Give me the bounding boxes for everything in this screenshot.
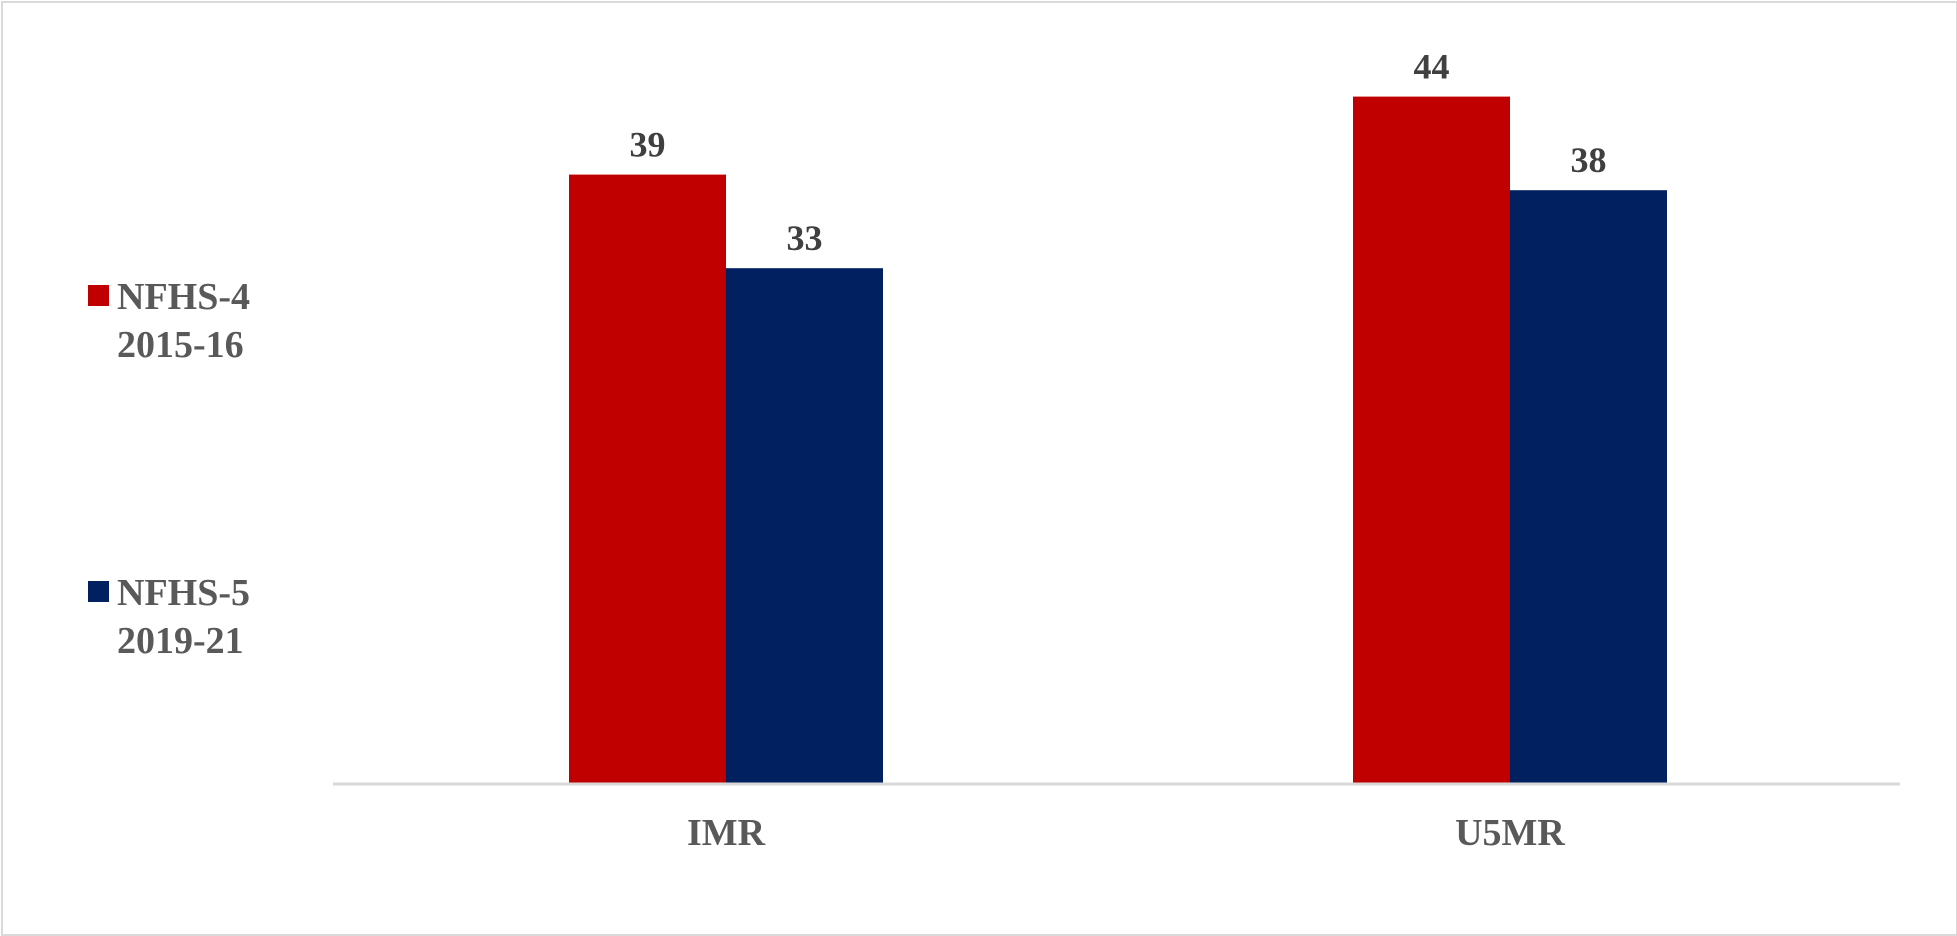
legend-label-series-1-line-2: 2015-16 [117,324,244,366]
data-label-imr-series-1: 39 [630,125,666,165]
data-label-u5mr-series-1: 44 [1414,47,1450,87]
legend: NFHS-4 2015-16 NFHS-5 2019-21 [88,276,250,662]
data-label-imr-series-2: 33 [787,218,823,258]
data-label-u5mr-series-2: 38 [1571,140,1607,180]
legend-label-series-2-line-1: NFHS-5 [117,572,250,614]
legend-label-series-2-line-2: 2019-21 [117,620,244,662]
category-label-u5mr: U5MR [1455,812,1565,854]
bar-u5mr-series-1 [1353,96,1510,784]
legend-swatch-series-1 [88,285,109,306]
bar-u5mr-series-2 [1510,190,1667,783]
legend-label-series-1-line-1: NFHS-4 [117,276,250,318]
legend-swatch-series-2 [88,581,109,602]
bar-imr-series-1 [569,174,726,784]
bar-imr-series-2 [726,268,883,783]
category-label-imr: IMR [687,812,766,854]
plot-area: 39 33 IMR 44 38 U5MR [333,47,1900,854]
bar-chart: 39 33 IMR 44 38 U5MR NFHS-4 2015-16 NFHS-5 2019-… [88,47,1900,854]
